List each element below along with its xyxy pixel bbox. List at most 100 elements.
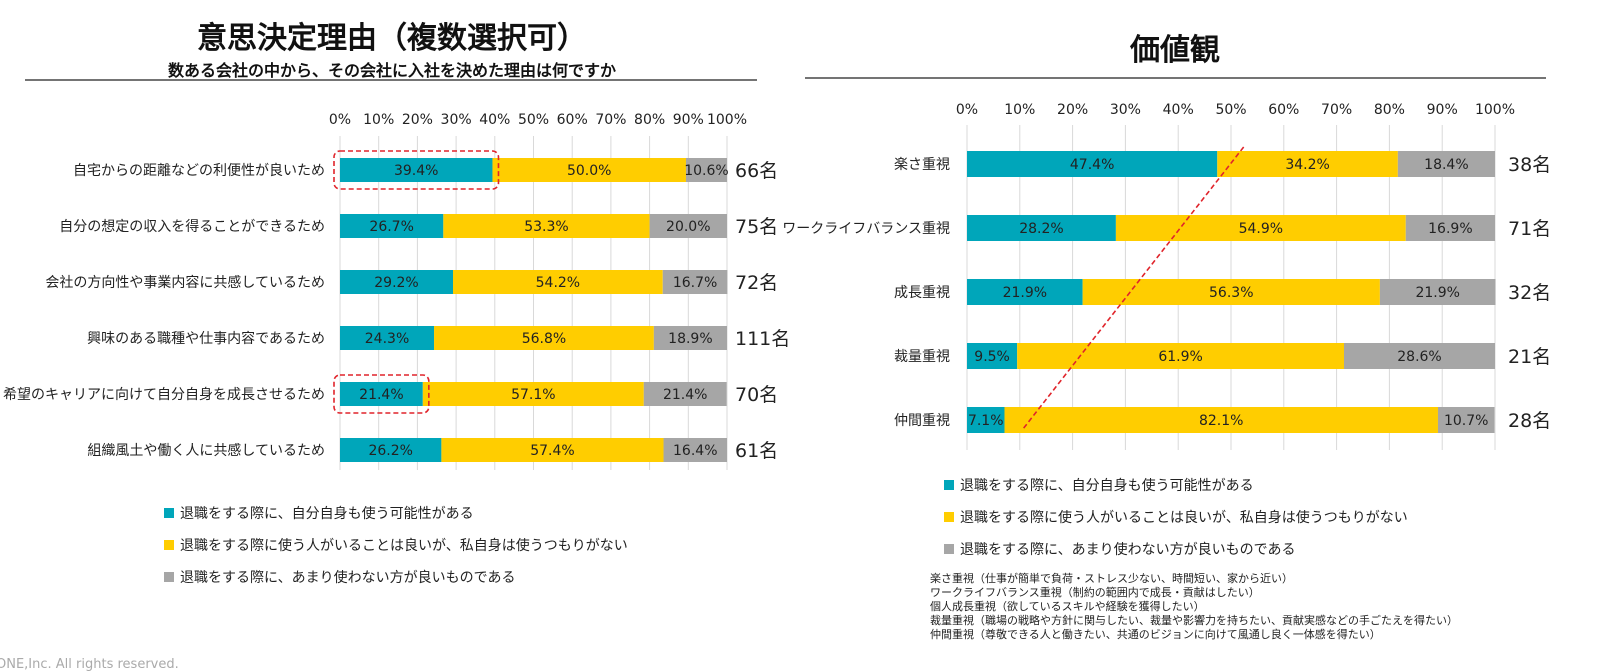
x-tick-label: 90% xyxy=(1427,102,1458,118)
bar-value-label: 18.9% xyxy=(668,331,712,347)
x-tick-label: 50% xyxy=(1215,102,1246,118)
bar-value-label: 21.4% xyxy=(663,387,707,403)
bar-segment xyxy=(967,407,1005,433)
x-tick-label: 70% xyxy=(595,112,626,128)
bar-value-label: 9.5% xyxy=(974,349,1010,365)
bar-segment xyxy=(340,438,442,462)
x-tick-label: 30% xyxy=(441,112,472,128)
left-chart: 0% 10% 20% 30% 40% 50% 60% 70% 80% 90% 100% 自宅からの距離… xyxy=(3,112,790,470)
x-tick-label: 90% xyxy=(673,112,704,128)
bar-segment xyxy=(1405,215,1495,241)
bar-segment xyxy=(340,270,454,294)
left-legend: 退職をする際に、自分自身も使う可能性がある退職をする際に使う人がいることは良いが… xyxy=(164,505,628,586)
highlight-box xyxy=(333,150,500,190)
bar-segment xyxy=(340,326,435,350)
category-label: ワークライフバランス重視 xyxy=(782,221,950,237)
respondent-count: 75名 xyxy=(735,216,778,238)
x-tick-label: 100% xyxy=(707,112,747,128)
bar-segment xyxy=(340,382,423,406)
legend-swatch xyxy=(164,508,174,518)
bar-value-label: 61.9% xyxy=(1158,349,1202,365)
trend-line xyxy=(1022,146,1245,430)
bar-value-label: 28.2% xyxy=(1019,221,1063,237)
category-label: 楽さ重視 xyxy=(894,157,950,173)
bar-segment xyxy=(1437,407,1495,433)
bar-segment xyxy=(441,438,664,462)
right-chart-title: 価値観 xyxy=(1129,33,1220,68)
definition-note: 裁量重視（職場の戦略や方針に関与したい、裁量や影響力を持ちたい、貢献実感などの手… xyxy=(930,613,1458,627)
right-legend: 退職をする際に、自分自身も使う可能性がある退職をする際に使う人がいることは良いが… xyxy=(944,477,1408,558)
legend-label: 退職をする際に、あまり使わない方が良いものである xyxy=(180,569,515,586)
x-tick-label: 80% xyxy=(1374,102,1405,118)
respondent-count: 111名 xyxy=(735,328,790,350)
bar-value-label: 20.0% xyxy=(666,219,710,235)
respondent-count: 21名 xyxy=(1508,346,1551,368)
x-tick-label: 100% xyxy=(1475,102,1515,118)
category-label: 裁量重視 xyxy=(894,349,950,365)
x-tick-label: 60% xyxy=(557,112,588,128)
legend-label: 退職をする際に使う人がいることは良いが、私自身は使うつもりがない xyxy=(180,537,628,554)
bar-segment xyxy=(1017,343,1344,369)
respondent-count: 66名 xyxy=(735,160,778,182)
respondent-count: 38名 xyxy=(1508,154,1551,176)
highlight-box xyxy=(333,374,430,414)
definition-note: 仲間重視（尊敬できる人と働きたい、共通のビジョンに向けて風通し良く一体感を得たい… xyxy=(930,627,1381,641)
legend-swatch xyxy=(164,540,174,550)
category-label: 会社の方向性や事業内容に共感しているため xyxy=(45,274,325,291)
legend-label: 退職をする際に、あまり使わない方が良いものである xyxy=(960,541,1295,558)
bar-segment xyxy=(422,382,644,406)
bar-value-label: 21.9% xyxy=(1415,285,1459,301)
legend-swatch xyxy=(944,544,954,554)
bar-value-label: 82.1% xyxy=(1199,413,1243,429)
bar-value-label: 7.1% xyxy=(968,413,1004,429)
left-chart-subtitle: 数ある会社の中から、その会社に入社を決めた理由は何ですか xyxy=(168,61,616,80)
bar-segment xyxy=(662,270,728,294)
bar-segment xyxy=(967,279,1083,305)
bar-segment xyxy=(443,214,650,238)
respondent-count: 71名 xyxy=(1508,218,1551,240)
bar-segment xyxy=(685,158,727,182)
x-tick-label: 0% xyxy=(329,112,351,128)
bar-value-label: 57.1% xyxy=(511,387,555,403)
category-label: 自分の想定の収入を得ることができるため xyxy=(59,218,325,235)
x-tick-label: 10% xyxy=(1004,102,1035,118)
category-label: 成長重視 xyxy=(894,285,950,301)
bar-segment xyxy=(1082,279,1380,305)
bar-value-label: 18.4% xyxy=(1424,157,1468,173)
respondent-count: 61名 xyxy=(735,440,778,462)
x-tick-label: 60% xyxy=(1268,102,1299,118)
bar-value-label: 54.9% xyxy=(1239,221,1283,237)
category-label: 仲間重視 xyxy=(894,413,950,429)
respondent-count: 70名 xyxy=(735,384,778,406)
x-tick-label: 50% xyxy=(518,112,549,128)
respondent-count: 28名 xyxy=(1508,410,1551,432)
bar-segment xyxy=(492,158,686,182)
bar-segment xyxy=(643,382,727,406)
x-tick-label: 80% xyxy=(634,112,665,128)
legend-swatch xyxy=(944,512,954,522)
bar-segment xyxy=(1004,407,1438,433)
bar-value-label: 47.4% xyxy=(1070,157,1114,173)
bar-segment xyxy=(434,326,654,350)
bar-segment xyxy=(1397,151,1495,177)
bar-value-label: 53.3% xyxy=(524,219,568,235)
bar-value-label: 56.3% xyxy=(1209,285,1253,301)
legend-label: 退職をする際に使う人がいることは良いが、私自身は使うつもりがない xyxy=(960,509,1408,526)
value-definitions: 楽さ重視（仕事が簡単で負荷・ストレス少ない、時間短い、家から近い）ワークライフバ… xyxy=(930,571,1458,641)
bar-value-label: 26.2% xyxy=(368,443,412,459)
bar-value-label: 28.6% xyxy=(1397,349,1441,365)
x-tick-label: 20% xyxy=(402,112,433,128)
x-tick-label: 20% xyxy=(1057,102,1088,118)
bar-value-label: 29.2% xyxy=(374,275,418,291)
bar-value-label: 50.0% xyxy=(567,163,611,179)
bar-segment xyxy=(967,151,1218,177)
bar-value-label: 10.7% xyxy=(1444,413,1488,429)
bar-segment xyxy=(453,270,663,294)
bar-value-label: 10.6% xyxy=(684,163,728,179)
copyright-footer: ONE,Inc. All rights reserved. xyxy=(0,657,179,672)
bar-value-label: 21.4% xyxy=(359,387,403,403)
x-tick-label: 10% xyxy=(363,112,394,128)
x-tick-label: 0% xyxy=(956,102,978,118)
bar-segment xyxy=(967,343,1018,369)
